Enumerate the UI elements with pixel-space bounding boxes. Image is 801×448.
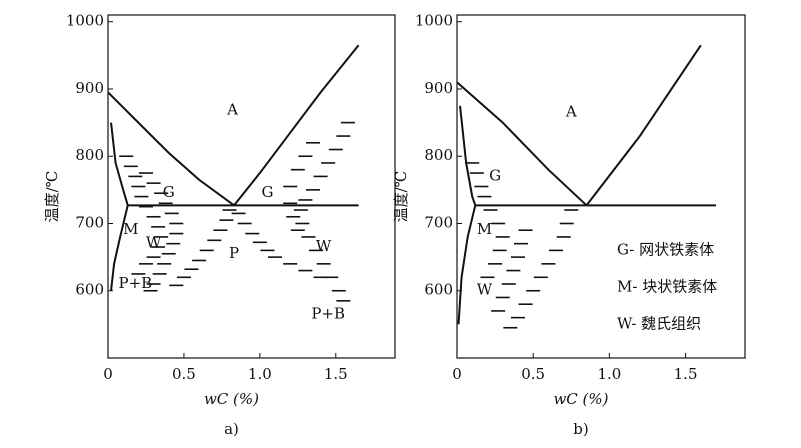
caption: a)	[224, 420, 239, 438]
region-label: G	[261, 183, 273, 201]
x-tick-label: 1.5	[324, 365, 348, 383]
region-label: W	[146, 234, 162, 252]
y-tick-label: 900	[75, 79, 104, 97]
region-label: P+B	[311, 304, 345, 322]
x-tick-label: 0.5	[521, 365, 545, 383]
phase-boundary	[110, 122, 129, 291]
y-tick-label: 1000	[415, 12, 453, 30]
phase-boundary	[457, 105, 477, 325]
plot-frame	[456, 14, 746, 359]
region-label: M	[477, 220, 492, 238]
y-tick-label: 800	[424, 146, 453, 164]
region-label: M	[123, 220, 138, 238]
region-label: W	[477, 281, 493, 299]
region-label: W	[316, 237, 332, 255]
y-tick-label: 600	[75, 281, 104, 299]
y-tick-label: 1000	[66, 12, 104, 30]
region-label: A	[226, 101, 238, 119]
region-label: G	[489, 166, 501, 184]
x-tick-label: 1.0	[597, 365, 621, 383]
region-label: P+B	[118, 274, 152, 292]
region-label: G- 网状铁素体	[617, 240, 714, 258]
x-tick-label: 0.5	[172, 365, 196, 383]
x-tick-label: 1.5	[674, 365, 698, 383]
region-label: W- 魏氏组织	[617, 314, 701, 332]
y-axis-title: 温度/℃	[43, 171, 61, 223]
phase-boundary	[107, 91, 235, 207]
phase-boundary	[233, 44, 360, 206]
phase-boundary	[585, 44, 702, 206]
x-axis-title: wC (%)	[553, 390, 608, 408]
x-tick-label: 1.0	[248, 365, 272, 383]
y-tick-label: 800	[75, 146, 104, 164]
caption: b)	[573, 420, 588, 438]
region-label: A	[565, 103, 577, 121]
phase-boundary	[456, 81, 588, 207]
region-label: G	[163, 183, 175, 201]
region-label: M- 块状铁素体	[617, 277, 717, 295]
x-tick-label: 0	[103, 365, 113, 383]
y-tick-label: 700	[424, 213, 453, 231]
x-axis-title: wC (%)	[204, 390, 259, 408]
y-axis-title: 温度/℃	[392, 171, 410, 223]
y-tick-label: 700	[75, 213, 104, 231]
region-label: P	[229, 244, 239, 262]
x-tick-label: 0	[452, 365, 462, 383]
y-tick-label: 600	[424, 281, 453, 299]
y-tick-label: 900	[424, 79, 453, 97]
plot-frame	[107, 14, 396, 359]
